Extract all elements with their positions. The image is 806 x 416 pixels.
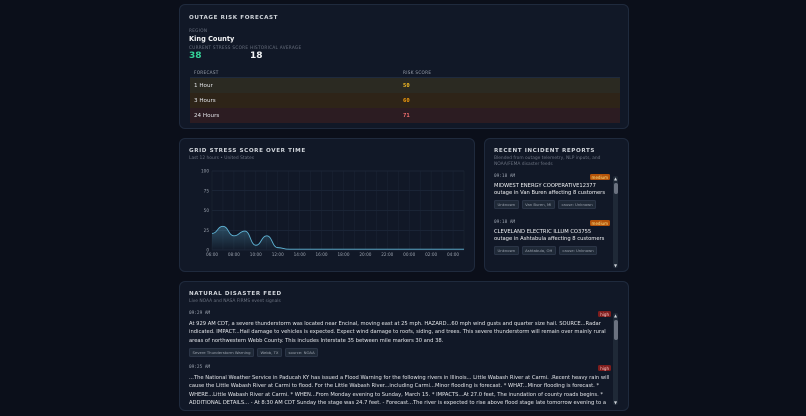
- forecast-cell: 1 Hour: [194, 82, 213, 89]
- incident-time: 09:18 AM: [494, 220, 516, 225]
- disaster-time: 09:25 AM: [189, 365, 211, 370]
- incident-panel-title: RECENT INCIDENT REPORTS: [494, 148, 596, 154]
- outage-panel-title: OUTAGE RISK FORECAST: [189, 15, 279, 21]
- incident-item[interactable]: 09:18 AM medium CLEVELAND ELECTRIC ILLUM…: [494, 220, 610, 255]
- incident-panel-subtitle: Blended from outage telemetry, NLP input…: [494, 156, 601, 167]
- grid-stress-panel: GRID STRESS SCORE OVER TIME Last 12 hour…: [179, 138, 475, 272]
- grid-stress-chart: 0 25 50 75 100 06:00 08:00 10:00 12:00 14:00 16:00…: [201, 169, 465, 257]
- risk-score-cell: 60: [403, 97, 410, 104]
- disaster-tag: Severe Thunderstorm Warning: [189, 348, 254, 358]
- incident-tag: Unknown: [494, 246, 519, 255]
- x-tick-label: 14:00: [294, 252, 306, 257]
- x-tick-label: 22:00: [381, 252, 393, 257]
- risk-score-cell: 50: [403, 82, 410, 89]
- disaster-item[interactable]: 09:29 AM high At 929 AM CDT, a severe th…: [189, 311, 611, 358]
- disaster-panel-subtitle: Live NOAA and NASA FIRMS event signals: [189, 299, 281, 304]
- scroll-thumb[interactable]: [613, 320, 618, 340]
- x-tick-label: 00:00: [403, 252, 415, 257]
- forecast-table: FORECAST RISK SCORE 1 Hour 50 3 Hours 60…: [190, 67, 620, 123]
- disaster-scrollbar[interactable]: ▲ ▼: [613, 313, 618, 405]
- risk-score-cell: 71: [403, 112, 410, 119]
- disaster-item[interactable]: 09:25 AM high ...The National Weather Se…: [189, 365, 611, 409]
- series-line: [211, 225, 464, 250]
- incident-tag: Unknown: [494, 200, 519, 209]
- historical-average-label: HISTORICAL AVERAGE: [250, 45, 302, 50]
- severity-badge: high: [598, 311, 611, 317]
- current-stress-value: 38: [189, 51, 202, 61]
- x-tick-label: 16:00: [316, 252, 328, 257]
- forecast-table-header: FORECAST RISK SCORE: [190, 67, 620, 78]
- incident-title: MIDWEST ENERGY COOPERATIVE12377 outage i…: [494, 183, 606, 196]
- scroll-up-icon[interactable]: ▲: [613, 176, 618, 181]
- y-tick-label: 75: [204, 188, 210, 193]
- region-value: King County: [189, 35, 235, 43]
- y-tick-label: 100: [201, 169, 209, 174]
- table-row: 3 Hours 60: [190, 93, 620, 108]
- disaster-time: 09:29 AM: [189, 311, 211, 316]
- incident-tag: cause: Unknown: [558, 246, 598, 255]
- incident-tag: Ashtabula, OH: [521, 246, 556, 255]
- severity-badge: high: [598, 365, 611, 371]
- risk-score-column-header: RISK SCORE: [403, 69, 432, 75]
- disaster-tag: source: NOAA: [285, 348, 319, 358]
- series-area: [212, 226, 464, 250]
- y-tick-label: 50: [204, 208, 210, 213]
- incident-item[interactable]: 09:18 AM medium MIDWEST ENERGY COOPERATI…: [494, 174, 610, 209]
- severity-badge: medium: [589, 220, 610, 226]
- region-label: REGION: [189, 28, 208, 33]
- disaster-feed-list[interactable]: 09:29 AM high At 929 AM CDT, a severe th…: [180, 309, 620, 409]
- x-tick-label: 08:00: [228, 252, 240, 257]
- natural-disaster-panel: NATURAL DISASTER FEED Live NOAA and NASA…: [179, 281, 629, 411]
- x-tick-label: 10:00: [250, 252, 262, 257]
- incident-time: 09:18 AM: [494, 174, 516, 179]
- x-tick-label: 06:00: [206, 252, 218, 257]
- incident-tag: Van Buren, MI: [521, 200, 555, 209]
- scroll-thumb[interactable]: [613, 183, 618, 194]
- incident-reports-panel: RECENT INCIDENT REPORTS Blended from out…: [484, 138, 629, 272]
- x-tick-label: 02:00: [425, 252, 437, 257]
- disaster-tag: Webb, TX: [257, 348, 283, 358]
- scroll-up-icon[interactable]: ▲: [613, 313, 618, 318]
- table-row: 24 Hours 71: [190, 108, 620, 123]
- grid-panel-title: GRID STRESS SCORE OVER TIME: [189, 148, 306, 154]
- forecast-cell: 24 Hours: [194, 112, 220, 119]
- forecast-column-header: FORECAST: [194, 69, 219, 75]
- table-row: 1 Hour 50: [190, 78, 620, 93]
- incident-title: CLEVELAND ELECTRIC ILLUM CO3755 outage i…: [494, 229, 605, 242]
- disaster-panel-title: NATURAL DISASTER FEED: [189, 291, 282, 297]
- scroll-down-icon[interactable]: ▼: [613, 263, 618, 268]
- x-tick-label: 18:00: [337, 252, 349, 257]
- current-stress-label: CURRENT STRESS SCORE: [189, 45, 249, 50]
- x-tick-label: 04:00: [447, 252, 459, 257]
- y-tick-label: 25: [204, 228, 210, 233]
- outage-risk-panel: OUTAGE RISK FORECAST REGION King County …: [179, 4, 629, 129]
- historical-average-value: 18: [250, 51, 263, 61]
- x-tick-label: 12:00: [272, 252, 284, 257]
- incident-scrollbar[interactable]: ▲ ▼: [613, 176, 618, 268]
- x-tick-label: 20:00: [359, 252, 371, 257]
- scroll-down-icon[interactable]: ▼: [613, 400, 618, 405]
- severity-badge: medium: [589, 174, 610, 180]
- grid-panel-subtitle: Last 12 hours • United States: [189, 156, 254, 161]
- disaster-text: At 929 AM CDT, a severe thunderstorm was…: [189, 321, 606, 344]
- y-tick-label: 0: [206, 248, 209, 253]
- forecast-cell: 3 Hours: [194, 97, 216, 104]
- disaster-text: ...The National Weather Service in Paduc…: [189, 375, 610, 409]
- incident-tag: cause: Unknown: [557, 200, 597, 209]
